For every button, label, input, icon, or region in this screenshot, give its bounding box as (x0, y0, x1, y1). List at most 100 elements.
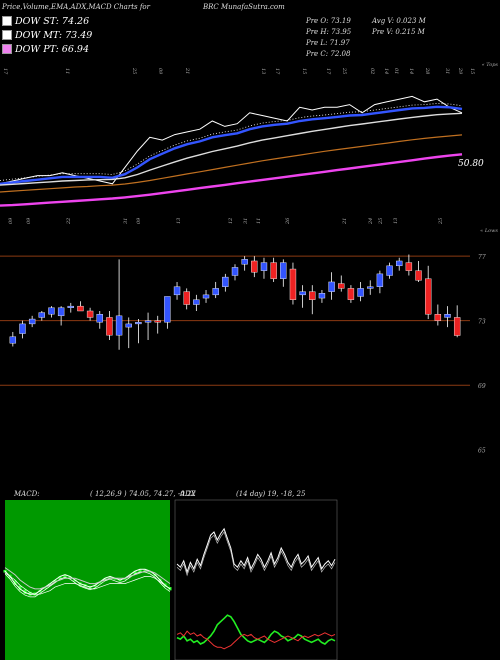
macd-histogram-bar (108, 576, 112, 579)
legend-item-dow-mt: DOW MT: 73.49 (2, 28, 92, 42)
bottom-date-label: 09 (8, 217, 14, 224)
candle-body (48, 307, 55, 315)
candle-body (396, 260, 403, 267)
legend-item-dow-st: DOW ST: 74.26 (2, 14, 92, 28)
candle-body (444, 314, 451, 318)
candle-body (338, 283, 345, 289)
adx-panel (174, 499, 338, 660)
bottom-date-label: 26 (285, 217, 291, 225)
candle-body (386, 265, 393, 276)
candle-body (106, 317, 113, 336)
macd-background (5, 500, 170, 660)
ema-line-0 (0, 95, 463, 185)
candle-body (9, 336, 17, 344)
candle-body (347, 288, 355, 300)
macd-histogram-bar (123, 578, 127, 580)
macd-histogram-bar (113, 578, 117, 580)
bottom-date-label: 24 (368, 218, 374, 225)
candle-body (289, 268, 297, 300)
bottom-date-label: 25 (438, 218, 444, 225)
bottom-date-label: 31 (123, 218, 129, 224)
bottom-date-label: 21 (342, 218, 348, 225)
candle-body (251, 260, 258, 273)
chart-header-right: BRC MunafaSutra.com (203, 3, 285, 11)
top-date-label: 11 (64, 68, 70, 74)
candle-body (260, 262, 268, 271)
candle-body (415, 270, 422, 281)
stat-pre-volume: Pre V: 0.215 M (372, 28, 425, 36)
ema-line-4 (0, 153, 463, 207)
macd-histogram-bar (148, 571, 152, 573)
candle-body (57, 307, 65, 317)
candle-body (38, 312, 46, 318)
macd-histogram-bar (23, 589, 27, 594)
top-date-label: 17 (2, 68, 8, 75)
legend-swatch-dow-pt (2, 44, 12, 54)
candle-body (173, 286, 181, 296)
adx-line-0 (176, 527, 336, 574)
candle-body (453, 317, 461, 336)
candle-body (28, 318, 36, 325)
candle-body (405, 262, 413, 271)
macd-histogram-bar (63, 574, 67, 578)
candle-body (135, 322, 142, 325)
macd-histogram-bar (138, 569, 142, 573)
macd-histogram-bar (53, 580, 57, 583)
legend-label-dow-mt: DOW MT: 73.49 (15, 29, 93, 41)
legend-label-dow-st: DOW ST: 74.26 (15, 15, 90, 27)
ema-line-3 (0, 134, 463, 193)
top-date-label: 21 (184, 67, 190, 74)
bottom-date-label: 31 (243, 218, 249, 224)
candle-body (299, 291, 306, 296)
macd-histogram-bar (143, 569, 147, 572)
top-date-label: 28 (424, 67, 430, 74)
candle-body (67, 305, 74, 308)
top-date-label: 14 (383, 68, 389, 74)
candle-body (424, 278, 432, 315)
candle-body (328, 281, 335, 292)
candle-body (376, 273, 384, 287)
macd-params: ( 12,26,9 ) 74.05, 74.27, -0.22 (90, 490, 196, 498)
macd-histogram-bar (58, 576, 62, 580)
macd-histogram-bar (98, 581, 102, 584)
ema-line-1 (0, 105, 463, 185)
adx-frame (174, 499, 338, 660)
price-label: 50.80 (458, 159, 484, 169)
bottom-date-label: 13 (393, 218, 399, 224)
top-date-label: 29 (457, 67, 463, 75)
candle-body (96, 314, 103, 323)
stat-low: Pre L: 71.97 (306, 39, 350, 47)
top-date-label: 17 (274, 68, 280, 75)
candle-body (357, 288, 364, 297)
candle-body (125, 323, 132, 328)
candle-body (183, 291, 190, 305)
level-label: 77 (478, 254, 486, 261)
bottom-date-label: 13 (176, 218, 182, 224)
legend-swatch-dow-mt (2, 30, 12, 40)
candle-body (77, 305, 84, 312)
macd-histogram-bar (128, 574, 132, 577)
candle-body (164, 296, 171, 323)
macd-title: MACD: (14, 490, 40, 498)
macd-line-1 (4, 567, 171, 590)
candle-body (212, 288, 219, 296)
candle-body (367, 286, 374, 289)
adx-params: (14 day) 19, -18, 25 (236, 490, 306, 498)
candle-body (222, 276, 229, 287)
adx-title: ADX (180, 490, 196, 498)
bottom-date-label: 09 (136, 217, 142, 224)
macd-panel (3, 500, 172, 660)
adx-line-echo (176, 531, 336, 577)
top-date-label: 15 (469, 68, 475, 74)
top-date-label: 02 (369, 68, 375, 74)
top-date-label: 15 (301, 68, 307, 74)
candle-body (86, 310, 94, 318)
legend: DOW ST: 74.26 DOW MT: 73.49 DOW PT: 66.9… (2, 14, 92, 56)
stat-close: Pre C: 72.08 (306, 50, 351, 58)
macd-line-0 (4, 568, 171, 595)
level-label: 69 (478, 383, 486, 390)
adx-line-2 (176, 630, 336, 650)
candle-body (154, 320, 161, 323)
macd-histogram-bar (103, 578, 107, 581)
